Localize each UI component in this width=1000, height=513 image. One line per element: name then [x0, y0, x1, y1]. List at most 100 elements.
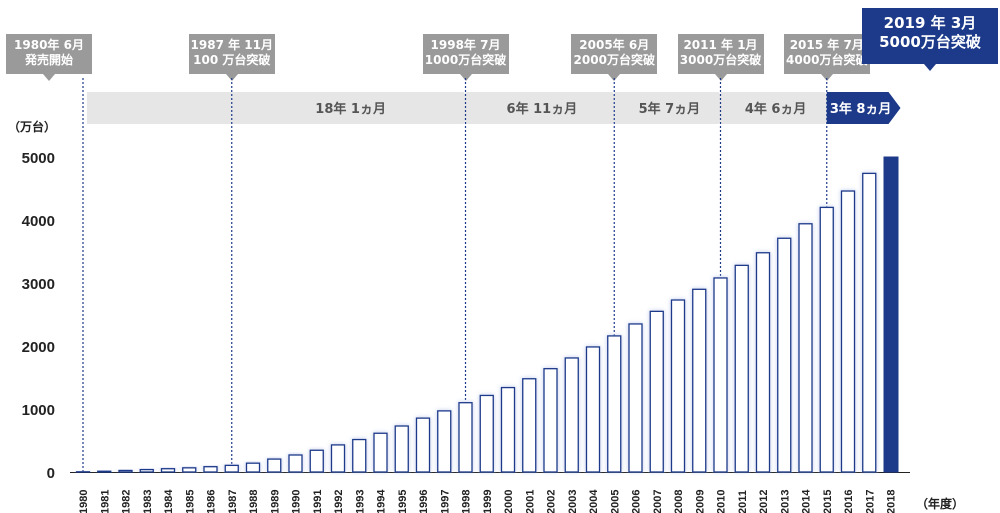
x-tick-label: 1980 — [78, 490, 90, 513]
bar — [267, 458, 282, 473]
bar — [224, 464, 239, 473]
milestone-label: 2019 年 3月 5000万台突破 — [862, 8, 998, 71]
x-tick-label: 1991 — [312, 490, 324, 513]
bar — [819, 206, 834, 473]
x-tick-label: 1990 — [291, 490, 303, 513]
bar — [394, 425, 409, 473]
x-tick-label: 2006 — [631, 490, 643, 513]
x-axis-label: （年度） — [916, 496, 964, 511]
bar — [97, 470, 112, 473]
bar — [734, 264, 749, 473]
bar — [139, 468, 154, 473]
x-tick-label: 1992 — [333, 490, 345, 513]
bar — [628, 323, 643, 473]
y-tick-label: 0 — [47, 465, 55, 482]
x-tick-label: 1981 — [99, 490, 111, 513]
bar — [415, 417, 431, 473]
milestone-caption: 3000万台突破 — [679, 53, 762, 67]
x-tick-label: 2015 — [822, 490, 834, 513]
bar — [692, 288, 707, 473]
x-tick-label: 2002 — [546, 490, 558, 513]
x-tick-label: 1998 — [461, 490, 473, 513]
x-tick-label: 2013 — [779, 490, 791, 513]
x-tick-label: 2010 — [716, 490, 728, 513]
bar — [288, 454, 303, 473]
bar — [543, 368, 558, 473]
milestone-caption: 100 万台突破 — [193, 53, 271, 67]
bar — [755, 252, 771, 473]
interval-label: 4年 6ヵ月 — [745, 101, 807, 117]
milestone-label: 2011 年 1月 3000万台突破 — [677, 34, 764, 81]
milestone-caption: 5000万台突破 — [879, 33, 981, 51]
bar — [798, 223, 813, 473]
x-tick-label: 2004 — [588, 489, 600, 513]
x-tick-label: 1982 — [121, 490, 133, 513]
x-tick-label: 2000 — [503, 490, 515, 513]
bar — [522, 378, 537, 473]
interval-arrow — [465, 92, 625, 124]
x-tick-label: 2007 — [652, 490, 664, 513]
bar — [649, 310, 664, 473]
x-tick-label: 2001 — [524, 490, 536, 513]
interval-label: 3年 8ヵ月 — [830, 101, 892, 117]
x-tick-label: 1989 — [269, 490, 281, 513]
bar-highlight — [883, 156, 899, 473]
y-tick-label: 4000 — [22, 213, 55, 230]
bar — [330, 444, 346, 473]
x-tick-label: 2014 — [801, 489, 813, 513]
x-tick-label: 1996 — [418, 490, 430, 513]
milestone-label: 1998年 7月 1000万台突破 — [422, 34, 509, 81]
bar — [352, 438, 367, 473]
milestone-label: 1987 年 11月 100 万台突破 — [188, 34, 275, 81]
interval-arrow — [826, 92, 901, 124]
x-tick-label: 2018 — [886, 490, 898, 513]
interval-arrow — [614, 92, 731, 124]
y-tick-label: 3000 — [22, 276, 55, 293]
milestone-caption: 2000万台突破 — [573, 53, 655, 67]
interval-band-leading — [87, 92, 232, 124]
milestone-date: 1980年 6月 — [14, 38, 84, 52]
bar — [500, 386, 516, 473]
milestone-date: 2019 年 3月 — [883, 14, 977, 32]
interval-label: 5年 7ヵ月 — [639, 101, 701, 117]
bar — [713, 277, 728, 473]
milestone-date: 2015 年 7月 — [789, 38, 864, 52]
milestone-date: 2011 年 1月 — [683, 38, 758, 52]
interval-label: 18年 1ヵ月 — [315, 101, 386, 117]
bar — [607, 335, 622, 473]
x-tick-label: 2005 — [609, 490, 621, 513]
x-tick-label: 2003 — [567, 490, 579, 513]
x-tick-label: 1986 — [206, 490, 218, 513]
bar — [458, 402, 473, 473]
bar — [840, 190, 856, 473]
milestone-date: 2005年 6月 — [579, 38, 650, 52]
x-tick-label: 2009 — [694, 490, 706, 513]
x-tick-label: 1994 — [376, 489, 388, 513]
milestone-caption: 4000万台突破 — [786, 53, 868, 67]
bar — [862, 172, 877, 473]
x-tick-label: 1984 — [163, 489, 175, 513]
x-tick-label: 2008 — [673, 490, 685, 513]
y-tick-label: 5000 — [22, 150, 55, 167]
x-tick-label: 1993 — [354, 490, 366, 513]
interval-arrow — [720, 92, 837, 124]
bar — [437, 410, 452, 473]
y-axis-label: （万台） — [8, 119, 56, 134]
bar — [585, 346, 601, 473]
milestone-label: 2005年 6月 2000万台突破 — [571, 34, 658, 81]
bar — [670, 299, 686, 473]
y-tick-label: 2000 — [22, 339, 55, 356]
interval-arrow — [231, 92, 476, 124]
bar — [182, 467, 197, 473]
x-tick-label: 1995 — [397, 490, 409, 513]
milestone-caption: 発売開始 — [24, 53, 73, 67]
x-tick-label: 1987 — [227, 490, 239, 513]
x-tick-label: 1985 — [184, 490, 196, 513]
x-tick-label: 1997 — [439, 490, 451, 513]
bar — [373, 432, 388, 473]
x-tick-label: 2011 — [737, 490, 749, 513]
bar — [564, 357, 579, 473]
milestone-caption: 1000万台突破 — [424, 53, 507, 67]
milestone-label: 1980年 6月 発売開始 — [6, 34, 92, 81]
bar — [118, 469, 133, 473]
